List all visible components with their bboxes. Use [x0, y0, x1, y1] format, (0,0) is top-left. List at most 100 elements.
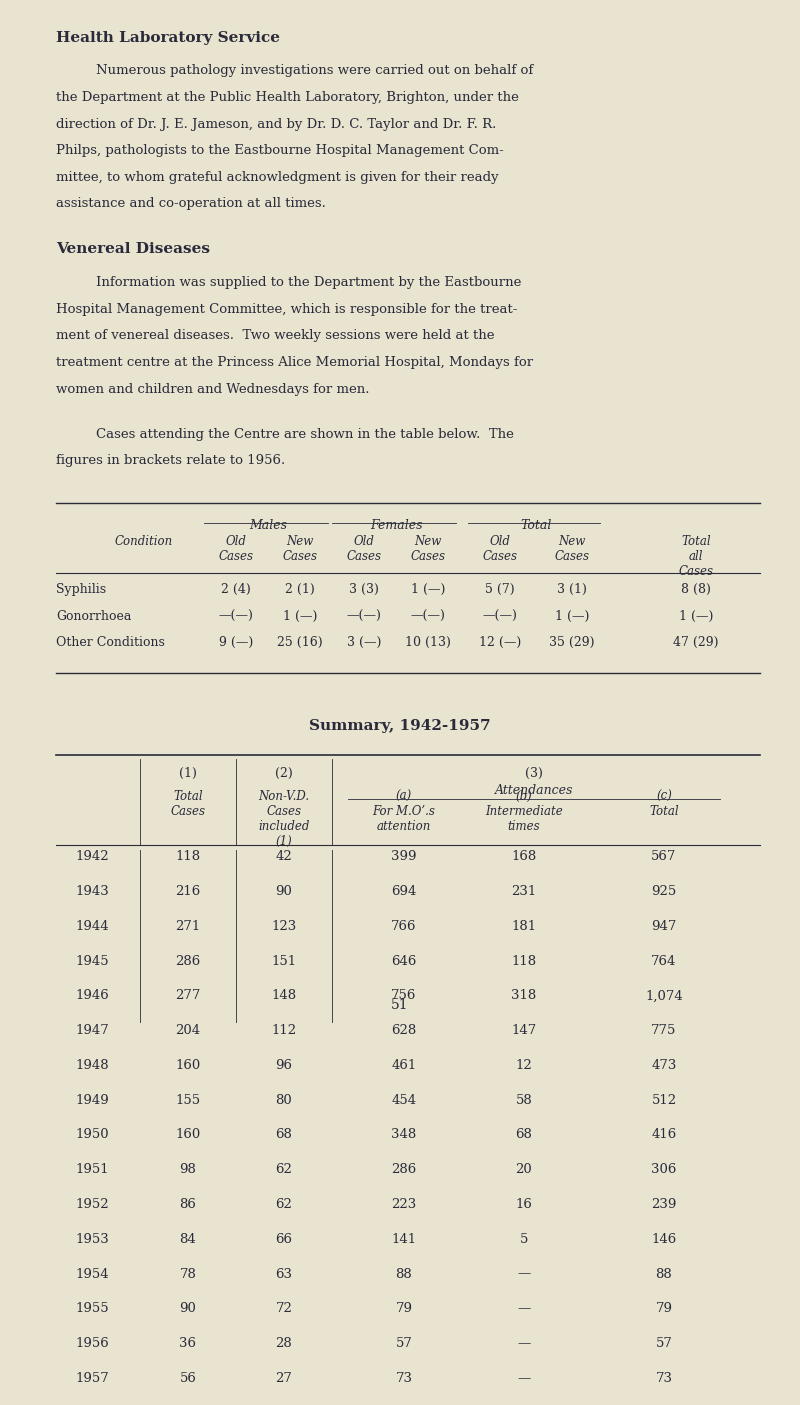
Text: 1 (—): 1 (—) — [411, 583, 445, 596]
Text: 271: 271 — [175, 920, 201, 933]
Text: 79: 79 — [395, 1302, 413, 1315]
Text: 3 (—): 3 (—) — [347, 636, 381, 649]
Text: 216: 216 — [175, 885, 201, 898]
Text: 68: 68 — [275, 1128, 293, 1141]
Text: 51: 51 — [391, 998, 409, 1012]
Text: 756: 756 — [391, 989, 417, 1002]
Text: ment of venereal diseases.  Two weekly sessions were held at the: ment of venereal diseases. Two weekly se… — [56, 329, 494, 343]
Text: 79: 79 — [655, 1302, 673, 1315]
Text: 1953: 1953 — [75, 1232, 109, 1246]
Text: 2 (1): 2 (1) — [285, 583, 315, 596]
Text: New
Cases: New Cases — [410, 535, 446, 563]
Text: 147: 147 — [511, 1024, 537, 1037]
Text: (2): (2) — [275, 767, 293, 780]
Text: 399: 399 — [391, 850, 417, 863]
Text: Attendances: Attendances — [495, 784, 573, 797]
Text: 160: 160 — [175, 1059, 201, 1072]
Text: 8 (8): 8 (8) — [681, 583, 711, 596]
Text: 141: 141 — [391, 1232, 417, 1246]
Text: 5: 5 — [520, 1232, 528, 1246]
Text: 5 (7): 5 (7) — [485, 583, 515, 596]
Text: —: — — [518, 1371, 530, 1385]
Text: (c)
Total: (c) Total — [649, 790, 679, 818]
Text: Females: Females — [370, 518, 422, 531]
Text: 1949: 1949 — [75, 1093, 109, 1107]
Text: 461: 461 — [391, 1059, 417, 1072]
Text: 35 (29): 35 (29) — [550, 636, 594, 649]
Text: 628: 628 — [391, 1024, 417, 1037]
Text: 1948: 1948 — [75, 1059, 109, 1072]
Text: —: — — [518, 1302, 530, 1315]
Text: women and children and Wednesdays for men.: women and children and Wednesdays for me… — [56, 382, 370, 396]
Text: 168: 168 — [511, 850, 537, 863]
Text: —(—): —(—) — [482, 610, 518, 622]
Text: 62: 62 — [275, 1198, 293, 1211]
Text: Total
all
Cases: Total all Cases — [678, 535, 714, 577]
Text: New
Cases: New Cases — [554, 535, 590, 563]
Text: Numerous pathology investigations were carried out on behalf of: Numerous pathology investigations were c… — [96, 65, 534, 77]
Text: 1942: 1942 — [75, 850, 109, 863]
Text: 646: 646 — [391, 954, 417, 968]
Text: Total
Cases: Total Cases — [170, 790, 206, 818]
Text: 98: 98 — [179, 1163, 197, 1176]
Text: 16: 16 — [515, 1198, 533, 1211]
Text: 1946: 1946 — [75, 989, 109, 1002]
Text: —: — — [518, 1338, 530, 1350]
Text: 73: 73 — [655, 1371, 673, 1385]
Text: mittee, to whom grateful acknowledgment is given for their ready: mittee, to whom grateful acknowledgment … — [56, 171, 498, 184]
Text: 239: 239 — [651, 1198, 677, 1211]
Text: 42: 42 — [276, 850, 292, 863]
Text: 151: 151 — [271, 954, 297, 968]
Text: —: — — [518, 1267, 530, 1280]
Text: 947: 947 — [651, 920, 677, 933]
Text: 1944: 1944 — [75, 920, 109, 933]
Text: 27: 27 — [275, 1371, 293, 1385]
Text: 764: 764 — [651, 954, 677, 968]
Text: Condition: Condition — [115, 535, 173, 548]
Text: Hospital Management Committee, which is responsible for the treat-: Hospital Management Committee, which is … — [56, 303, 518, 316]
Text: 112: 112 — [271, 1024, 297, 1037]
Text: Philps, pathologists to the Eastbourne Hospital Management Com-: Philps, pathologists to the Eastbourne H… — [56, 145, 504, 157]
Text: 36: 36 — [179, 1338, 197, 1350]
Text: 90: 90 — [275, 885, 293, 898]
Text: Syphilis: Syphilis — [56, 583, 106, 596]
Text: 567: 567 — [651, 850, 677, 863]
Text: —(—): —(—) — [218, 610, 254, 622]
Text: 68: 68 — [515, 1128, 533, 1141]
Text: 348: 348 — [391, 1128, 417, 1141]
Text: 1943: 1943 — [75, 885, 109, 898]
Text: Non-V.D.
Cases
included
(1): Non-V.D. Cases included (1) — [258, 790, 310, 847]
Text: 62: 62 — [275, 1163, 293, 1176]
Text: 28: 28 — [276, 1338, 292, 1350]
Text: (3): (3) — [525, 767, 543, 780]
Text: New
Cases: New Cases — [282, 535, 318, 563]
Text: Males: Males — [249, 518, 287, 531]
Text: 766: 766 — [391, 920, 417, 933]
Text: 1 (—): 1 (—) — [283, 610, 317, 622]
Text: 1954: 1954 — [75, 1267, 109, 1280]
Text: 512: 512 — [651, 1093, 677, 1107]
Text: 12: 12 — [516, 1059, 532, 1072]
Text: 90: 90 — [179, 1302, 197, 1315]
Text: 286: 286 — [391, 1163, 417, 1176]
Text: 2 (4): 2 (4) — [221, 583, 251, 596]
Text: 1955: 1955 — [75, 1302, 109, 1315]
Text: 88: 88 — [656, 1267, 672, 1280]
Text: 123: 123 — [271, 920, 297, 933]
Text: 58: 58 — [516, 1093, 532, 1107]
Text: 277: 277 — [175, 989, 201, 1002]
Text: 1 (—): 1 (—) — [555, 610, 589, 622]
Text: Old
Cases: Old Cases — [482, 535, 518, 563]
Text: direction of Dr. J. E. Jameson, and by Dr. D. C. Taylor and Dr. F. R.: direction of Dr. J. E. Jameson, and by D… — [56, 118, 496, 131]
Text: 1,074: 1,074 — [645, 989, 683, 1002]
Text: 3 (1): 3 (1) — [557, 583, 587, 596]
Text: 57: 57 — [655, 1338, 673, 1350]
Text: 204: 204 — [175, 1024, 201, 1037]
Text: 1945: 1945 — [75, 954, 109, 968]
Text: 155: 155 — [175, 1093, 201, 1107]
Text: Old
Cases: Old Cases — [218, 535, 254, 563]
Text: 318: 318 — [511, 989, 537, 1002]
Text: 63: 63 — [275, 1267, 293, 1280]
Text: 12 (—): 12 (—) — [479, 636, 521, 649]
Text: 775: 775 — [651, 1024, 677, 1037]
